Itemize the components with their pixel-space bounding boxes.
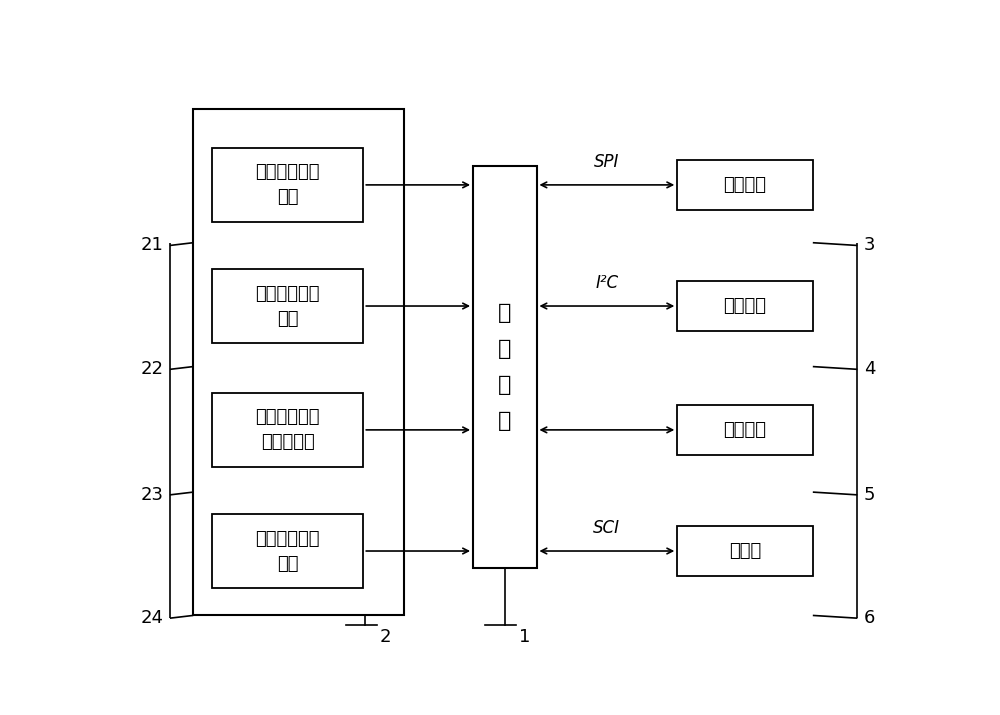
Text: 电压信号采集
电路: 电压信号采集 电路	[256, 164, 320, 207]
Bar	[212, 148, 363, 222]
Text: 21: 21	[141, 237, 164, 255]
Bar	[677, 526, 813, 576]
Bar	[473, 166, 537, 568]
Bar	[193, 109, 404, 616]
Text: 22: 22	[141, 360, 164, 378]
Bar	[677, 281, 813, 331]
Text: 发电机转速信
号采集电路: 发电机转速信 号采集电路	[256, 408, 320, 451]
Text: 2: 2	[379, 628, 391, 646]
Text: SPI: SPI	[594, 152, 620, 171]
Bar	[677, 405, 813, 455]
Bar	[677, 159, 813, 210]
Text: 存储电路: 存储电路	[724, 176, 767, 194]
Text: 复位电路: 复位电路	[724, 421, 767, 439]
Text: 计算机: 计算机	[729, 542, 761, 560]
Text: 温度信号采集
电路: 温度信号采集 电路	[256, 530, 320, 573]
Bar	[212, 269, 363, 343]
Bar	[212, 514, 363, 588]
Text: 3: 3	[864, 237, 875, 255]
Text: 6: 6	[864, 609, 875, 627]
Text: SCI: SCI	[593, 518, 620, 537]
Text: 4: 4	[864, 360, 875, 378]
Text: 时钟电路: 时钟电路	[724, 297, 767, 315]
Text: 电流信号采集
电路: 电流信号采集 电路	[256, 285, 320, 327]
Text: 24: 24	[141, 609, 164, 627]
Text: 23: 23	[141, 486, 164, 504]
Text: 5: 5	[864, 486, 875, 504]
Bar	[212, 393, 363, 467]
Text: 微
处
理
器: 微 处 理 器	[498, 302, 511, 430]
Text: 1: 1	[519, 628, 530, 646]
Text: I²C: I²C	[595, 274, 618, 292]
